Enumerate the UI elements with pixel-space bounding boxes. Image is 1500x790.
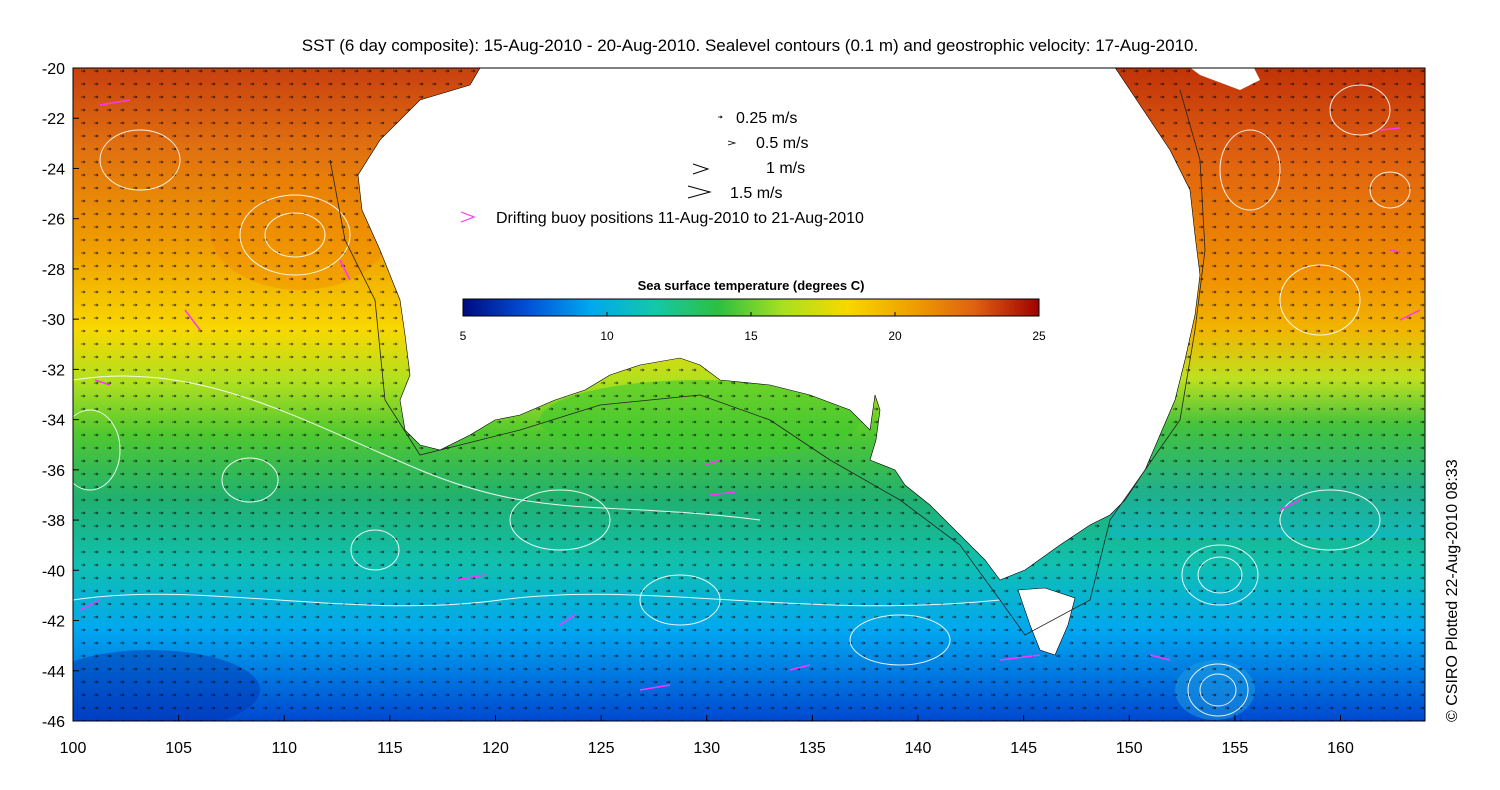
x-tick-label: 150: [1116, 740, 1143, 757]
y-tick-label: -46: [42, 714, 65, 731]
buoy-legend-item: Drifting buoy positions 11-Aug-2010 to 2…: [460, 210, 864, 227]
colorbar-tick-label: 15: [744, 329, 758, 343]
drifting-buoy-tracks: [79, 99, 1421, 691]
velocity-legend-item-3: 1.5 m/s: [687, 185, 782, 202]
velocity-legend-label: 0.5 m/s: [756, 135, 808, 152]
australia-landmass: [357, 68, 1201, 581]
y-tick-label: -30: [42, 312, 65, 329]
cape-york-tip: [1190, 68, 1260, 90]
x-axis-ticks: 100 105 110 115 120 125 130 135 140 145 150 155 160: [60, 715, 1354, 757]
x-tick-label: 125: [588, 740, 615, 757]
x-tick-label: 115: [377, 740, 403, 757]
velocity-legend: 0.25 m/s 0.5 m/s 1 m/s 1.5 m/s Drifting …: [460, 110, 864, 227]
y-axis-ticks: -20 -22 -24 -26 -28 -30 -32 -34 -36 -38 -40 -42 -44 -…: [42, 61, 79, 731]
y-tick-label: -36: [42, 463, 65, 480]
velocity-arrow-icon: [692, 163, 710, 175]
colorbar-tick-label: 20: [888, 329, 902, 343]
map-plot-area: [73, 68, 1425, 721]
x-tick-label: 135: [799, 740, 826, 757]
x-tick-label: 145: [1010, 740, 1037, 757]
colorbar-tick-label: 5: [460, 329, 467, 343]
y-tick-label: -22: [42, 111, 65, 128]
plot-frame: [72, 67, 1426, 722]
x-tick-label: 155: [1222, 740, 1249, 757]
buoy-marker-icon: [460, 211, 476, 223]
y-tick-label: -20: [42, 61, 65, 78]
velocity-legend-item-0: 0.25 m/s: [718, 110, 797, 127]
sealevel-contours: [73, 84, 1411, 717]
x-tick-label: 120: [482, 740, 509, 757]
x-tick-label: 110: [271, 740, 297, 757]
colorbar-title: Sea surface temperature (degrees C): [638, 278, 865, 293]
y-tick-label: -32: [42, 362, 65, 379]
x-tick-label: 140: [905, 740, 932, 757]
colorbar-tick-label: 25: [1032, 329, 1046, 343]
sst-colorbar: Sea surface temperature (degrees C) 5 10 1…: [460, 278, 1046, 343]
velocity-arrow-icon: [687, 185, 712, 199]
y-tick-label: -26: [42, 212, 65, 229]
tasmania-landmass: [1017, 587, 1076, 656]
y-tick-label: -44: [42, 664, 65, 681]
buoy-legend-label: Drifting buoy positions 11-Aug-2010 to 2…: [496, 210, 864, 227]
velocity-legend-label: 1.5 m/s: [730, 185, 782, 202]
y-tick-label: -28: [42, 262, 65, 279]
y-tick-label: -40: [42, 563, 65, 580]
copyright-credit: © CSIRO Plotted 22-Aug-2010 08:33: [1444, 459, 1461, 722]
colorbar-tick-label: 10: [600, 329, 614, 343]
velocity-legend-label: 1 m/s: [766, 160, 805, 177]
y-tick-label: -42: [42, 614, 65, 631]
x-tick-label: 105: [165, 740, 192, 757]
x-tick-label: 160: [1327, 740, 1354, 757]
shelf-break-isobath: [329, 89, 1206, 636]
velocity-legend-item-2: 1 m/s: [692, 160, 805, 177]
x-tick-label: 130: [693, 740, 720, 757]
y-tick-label: -38: [42, 513, 65, 530]
velocity-legend-item-1: 0.5 m/s: [727, 135, 808, 152]
velocity-arrow-icon: [718, 115, 723, 119]
map-title: SST (6 day composite): 15-Aug-2010 - 20-…: [301, 36, 1199, 55]
y-tick-label: -34: [42, 413, 65, 430]
velocity-legend-label: 0.25 m/s: [736, 110, 797, 127]
colorbar-ticks: 5 10 15 20 25: [460, 312, 1046, 343]
y-tick-label: -24: [42, 161, 65, 178]
velocity-arrow-icon: [727, 140, 737, 146]
x-tick-label: 100: [60, 740, 87, 757]
